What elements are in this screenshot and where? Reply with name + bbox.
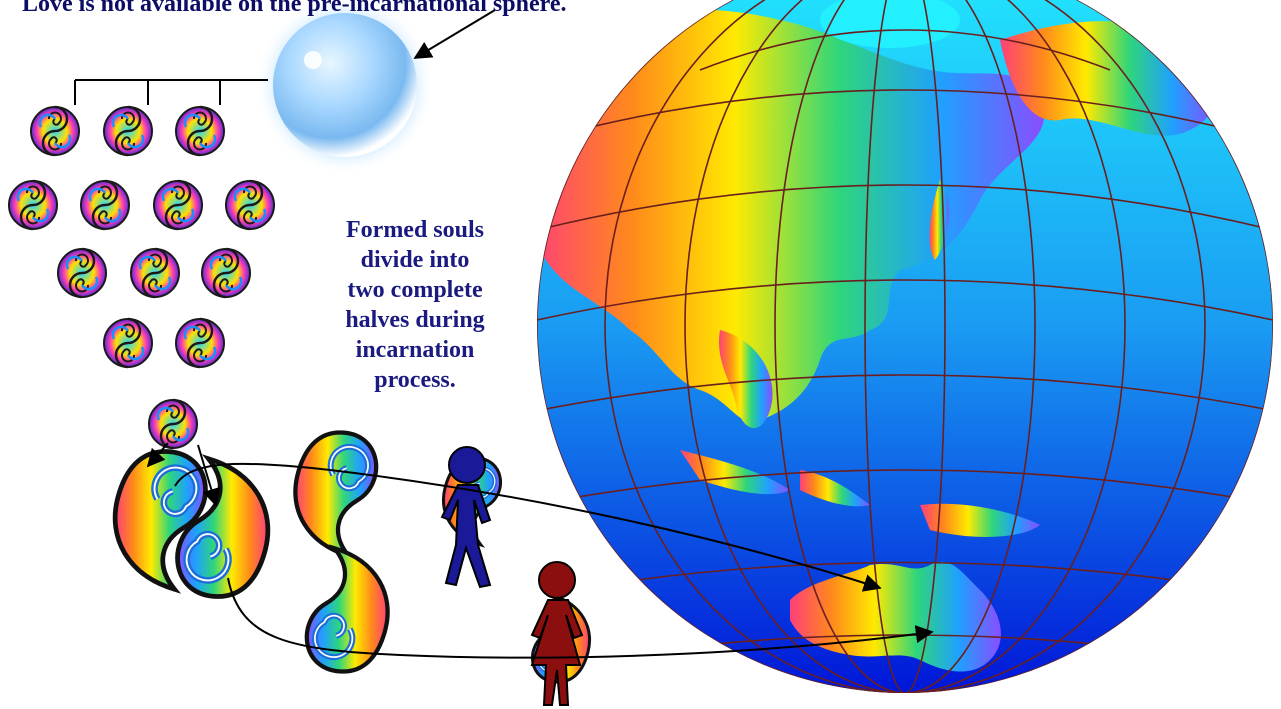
- yin-yang-soul-icon: [102, 317, 154, 369]
- yin-yang-soul-icon: [174, 317, 226, 369]
- earth-globe: [537, 0, 1273, 693]
- caption-line: divide into: [360, 247, 470, 273]
- yin-yang-soul-icon: [79, 179, 131, 231]
- caption-line: Formed souls: [346, 217, 484, 243]
- caption-line: process.: [374, 367, 456, 393]
- yin-yang-soul-icon: [29, 105, 81, 157]
- soul-group: [7, 105, 276, 450]
- caption-line: halves during: [345, 307, 485, 333]
- yin-yang-soul-icon: [174, 105, 226, 157]
- male-figure-icon: [440, 446, 492, 589]
- yin-yang-soul-icon: [147, 398, 199, 450]
- caption-text: Formed souls divide into two complete ha…: [300, 215, 530, 395]
- southeast-asia: [718, 330, 773, 429]
- yin-yang-soul-icon: [102, 105, 154, 157]
- title-arrow: [413, 9, 496, 59]
- flow-arrows: [146, 442, 934, 659]
- yin-yang-soul-icon: [152, 179, 204, 231]
- new-guinea: [920, 503, 1040, 537]
- globe-grid: [537, 0, 1273, 693]
- caption-line: incarnation: [355, 337, 475, 363]
- yin-yang-soul-icon: [7, 179, 59, 231]
- sphere-connector: [74, 79, 268, 105]
- yin-yang-soul-icon: [224, 179, 276, 231]
- female-figure-icon: [530, 561, 584, 706]
- yin-yang-soul-icon: [129, 247, 181, 299]
- pre-incarnational-sphere: [255, 0, 435, 175]
- divided-souls: [115, 433, 589, 683]
- caption-line: two complete: [347, 277, 483, 303]
- australia: [790, 561, 1001, 672]
- yin-yang-soul-icon: [56, 247, 108, 299]
- indonesia: [680, 450, 790, 495]
- yin-yang-soul-icon: [200, 247, 252, 299]
- page-title: Love is not available on the pre-incarna…: [22, 0, 567, 17]
- soul-half-icon: [295, 433, 376, 556]
